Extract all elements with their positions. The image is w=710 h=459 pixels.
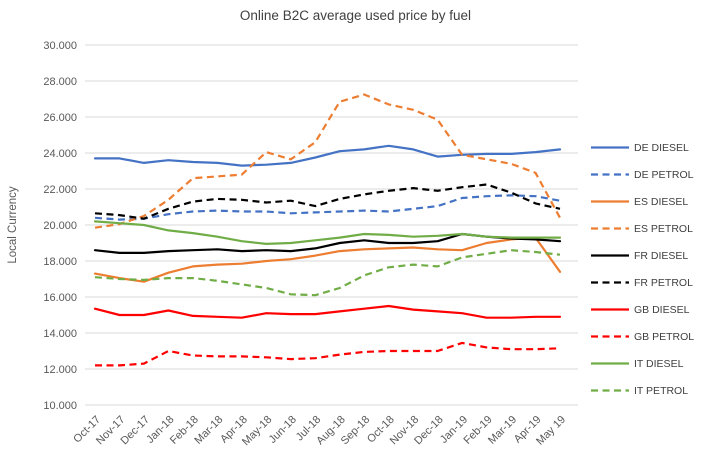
legend-item-it-diesel: IT DIESEL [591,350,709,377]
legend-label: GB PETROL [634,330,695,343]
legend-item-es-petrol: ES PETROL [591,215,709,242]
legend-item-it-petrol: IT PETROL [591,377,709,404]
legend-line-sample [591,215,629,242]
y-tick-label: 10.000 [43,400,77,412]
legend-label: ES DIESEL [634,195,689,208]
y-tick-label: 18.000 [43,256,77,268]
legend-line-sample [591,242,629,269]
legend-line-sample [591,269,629,296]
legend-item-es-diesel: ES DIESEL [591,188,709,215]
series-line-de-petrol [94,194,561,221]
series-line-es-diesel [93,236,562,283]
legend: DE DIESEL DE PETROL ES DIESEL ES PETROL FR D… [591,134,709,404]
y-tick-label: 28.000 [43,76,77,88]
legend-line-sample [591,350,629,377]
legend-label: IT DIESEL [634,357,684,370]
legend-label: DE PETROL [634,168,694,181]
x-tick-label: Jun-18 [267,414,299,446]
y-tick-label: 14.000 [43,328,77,340]
gridlines [85,44,578,406]
legend-line-sample [591,188,629,215]
legend-line-sample [591,296,629,323]
legend-line-sample [591,161,629,188]
series-lines [93,93,562,367]
legend-line-sample [591,134,629,161]
series-line-es-petrol [94,93,561,229]
legend-item-de-diesel: DE DIESEL [591,134,709,161]
series-line-it-diesel [93,220,562,245]
legend-line-sample [591,377,629,404]
chart-title: Online B2C average used price by fuel [239,8,472,23]
y-tick-label: 12.000 [43,364,77,376]
legend-label: IT PETROL [634,384,689,397]
legend-line-sample [591,323,629,350]
legend-item-de-petrol: DE PETROL [591,161,709,188]
y-tick-label: 22.000 [43,184,77,196]
series-line-it-petrol [94,249,561,297]
y-tick-label: 30.000 [43,40,77,52]
legend-item-fr-diesel: FR DIESEL [591,242,709,269]
legend-label: FR PETROL [634,276,693,289]
legend-label: FR DIESEL [634,249,689,262]
y-tick-label: 24.000 [43,148,77,160]
series-line-gb-diesel [93,304,562,319]
legend-item-gb-diesel: GB DIESEL [591,296,709,323]
series-line-fr-petrol [94,183,561,220]
legend-label: ES PETROL [634,222,693,235]
legend-label: DE DIESEL [634,141,689,154]
y-tick-label: 26.000 [43,112,77,124]
y-axis-tick-labels: 10.000 12.000 14.000 16.000 18.000 20.000 22.0… [43,40,77,412]
legend-item-fr-petrol: FR PETROL [591,269,709,296]
y-axis-title: Local Currency [7,186,19,264]
x-axis-tick-labels: Oct-17Nov-17Dec-17Jan-18Feb-18Mar-18Apr-… [71,414,568,448]
legend-item-gb-petrol: GB PETROL [591,323,709,350]
y-tick-label: 16.000 [43,292,77,304]
y-tick-label: 20.000 [43,220,77,232]
legend-label: GB DIESEL [634,303,690,316]
series-line-gb-petrol [95,341,561,367]
series-line-de-diesel [93,144,562,167]
